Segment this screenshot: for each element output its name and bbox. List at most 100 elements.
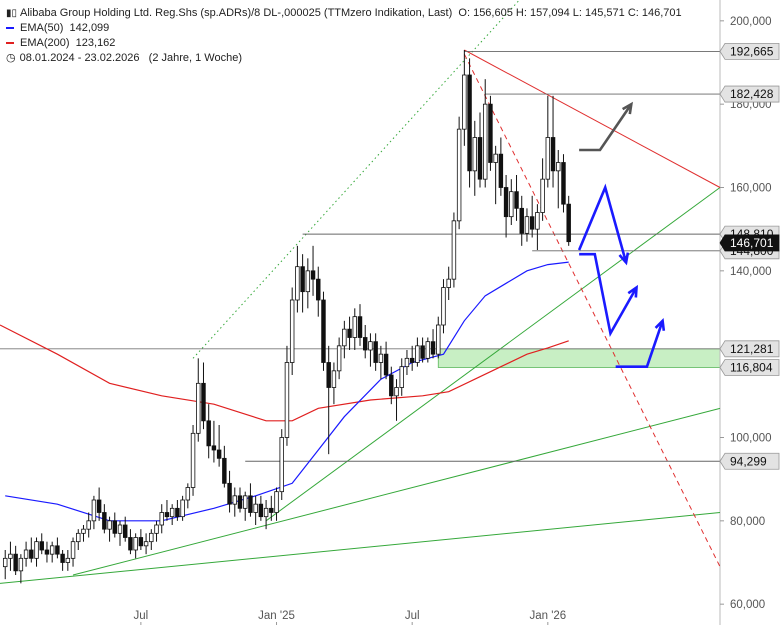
candle-body-108: [566, 203, 571, 243]
scenario-arrows-layer: [577, 101, 666, 368]
candle-body-18: [96, 499, 102, 513]
level-tag-4-box: [719, 452, 780, 470]
candle-body-95: [498, 153, 504, 188]
candle-body-90: [472, 137, 478, 172]
candle-body-97: [509, 191, 514, 218]
x-tick-label-0: Jul: [134, 610, 149, 622]
candle-body-56: [295, 266, 300, 301]
scenario-arrow-3: [579, 103, 633, 152]
horizontal-levels-layer: [0, 50, 720, 462]
candle-body-89: [467, 74, 472, 172]
candle-body-28: [149, 532, 154, 543]
ema50-line: [5, 261, 569, 522]
candle-body-92: [482, 103, 488, 180]
candle-body-0: [2, 557, 8, 568]
scenario-arrow-2: [615, 320, 664, 368]
scenario-arrow-1: [577, 183, 628, 263]
chart-legend: ▮▯ Alibaba Group Holding Ltd. Reg.Shs (sp…: [6, 6, 682, 66]
candle-body-70: [368, 341, 373, 351]
ema50-value: 142,099: [69, 22, 110, 34]
candle-body-19: [102, 512, 107, 530]
candle-body-51: [269, 507, 274, 513]
ema200-value: 123,162: [75, 37, 116, 49]
candle-body-68: [357, 316, 363, 338]
trendline-1: [72, 407, 721, 576]
candles-layer: [2, 50, 571, 584]
candle-body-49: [258, 503, 264, 518]
zone-tag-1: 116,804: [719, 359, 780, 376]
candle-body-30: [159, 512, 164, 526]
last-price-tag-box: [719, 234, 780, 252]
scenario-arrowhead-3: [621, 101, 633, 115]
candle-body-35: [185, 487, 191, 501]
candle-body-45: [237, 495, 243, 509]
support-zone-layer: [437, 348, 721, 368]
scenario-arrowhead-2: [654, 318, 666, 331]
candle-body-99: [519, 207, 524, 234]
candle-body-101: [529, 216, 535, 230]
candle-body-91: [477, 137, 483, 180]
candle-body-31: [164, 512, 170, 518]
candle-body-64: [336, 345, 342, 372]
ema50-swatch: [6, 27, 14, 30]
candle-body-60: [316, 278, 321, 301]
candle-body-87: [456, 128, 462, 222]
candle-body-1: [8, 553, 13, 559]
candle-body-46: [242, 495, 248, 509]
x-tick-label-3: Jan '26: [529, 610, 566, 622]
candle-body-15: [81, 528, 86, 534]
candle-body-84: [441, 287, 446, 326]
candle-body-32: [169, 507, 175, 518]
candle-body-76: [399, 366, 404, 388]
candle-body-106: [556, 162, 561, 172]
candle-body-12: [65, 557, 71, 563]
ema-layer: [0, 261, 569, 522]
candle-body-36: [190, 432, 196, 488]
level-tag-4: 94,299: [719, 452, 780, 470]
x-tick-label-1: Jan '25: [258, 610, 295, 622]
legend-ema50-row: EMA(50) 142,099: [6, 21, 682, 36]
candle-body-107: [561, 162, 566, 205]
candle-body-94: [493, 153, 498, 163]
candle-body-78: [409, 357, 415, 363]
level-tag-0-box: [719, 42, 780, 60]
legend-title-row: ▮▯ Alibaba Group Holding Ltd. Reg.Shs (sp…: [6, 6, 682, 21]
candle-body-72: [378, 353, 384, 363]
candle-body-58: [305, 270, 311, 293]
x-tick-label-2: Jul: [405, 610, 420, 622]
candle-body-23: [122, 524, 128, 538]
candle-body-63: [331, 370, 337, 388]
candle-body-102: [535, 212, 540, 230]
candle-body-65: [342, 328, 347, 347]
ema200-label: EMA(200): [20, 37, 70, 49]
candle-body-13: [70, 541, 76, 559]
ohlc-values: O: 156,605 H: 157,094 L: 145,571 C: 146,…: [458, 7, 682, 19]
candle-body-38: [201, 382, 206, 422]
candle-body-25: [133, 537, 138, 551]
candle-body-44: [232, 495, 238, 505]
scenario-arrowhead-0: [627, 284, 639, 298]
candle-body-3: [18, 557, 24, 572]
y-tick-label-6: 60,000: [730, 599, 765, 611]
level-tag-1-label: 182,428: [730, 87, 774, 101]
candle-body-77: [404, 357, 410, 368]
candle-body-50: [263, 507, 269, 518]
candle-body-17: [91, 499, 97, 522]
chart-icon: ▮▯: [6, 8, 18, 19]
candle-body-52: [274, 491, 279, 513]
candle-body-11: [60, 553, 65, 563]
last-price-tag: 146,701: [719, 234, 780, 252]
zone-tag-0-label: 121,281: [730, 342, 774, 356]
candle-body-40: [211, 445, 217, 451]
candle-body-105: [550, 137, 556, 172]
y-tick-label-2: 160,000: [730, 183, 772, 195]
ema50-label: EMA(50): [20, 22, 64, 34]
period-range: 08.01.2024 - 23.02.2026: [19, 52, 140, 64]
candle-body-104: [545, 137, 551, 180]
candle-body-48: [253, 503, 258, 513]
candle-body-80: [420, 345, 425, 359]
candle-body-74: [389, 374, 394, 397]
candle-body-96: [503, 187, 509, 218]
trendline-3: [192, 0, 521, 359]
